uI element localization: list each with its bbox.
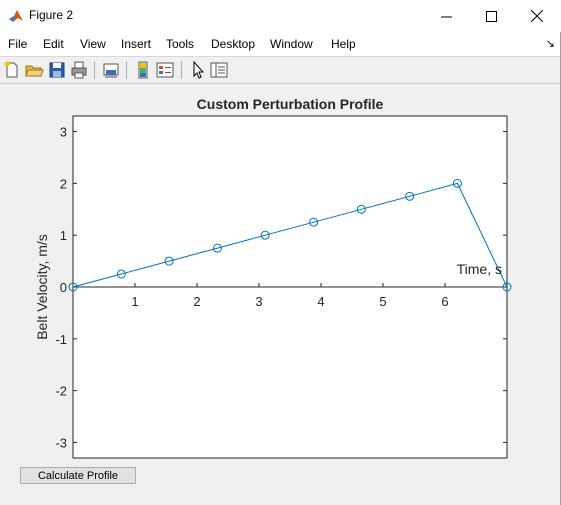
insert-colorbar-icon[interactable] xyxy=(133,60,153,80)
data-point xyxy=(212,243,222,253)
data-point xyxy=(68,282,78,292)
y-tick-label: -2 xyxy=(55,384,67,399)
window-title: Figure 2 xyxy=(29,8,74,22)
x-axis-label: Time, s xyxy=(457,261,502,277)
data-point xyxy=(260,230,270,240)
toolbar-separator xyxy=(126,61,127,79)
y-tick-label: -3 xyxy=(55,435,67,450)
title-bar: Figure 2 xyxy=(0,0,561,32)
data-point xyxy=(405,191,415,201)
link-plot-icon[interactable] xyxy=(101,60,121,80)
print-icon[interactable] xyxy=(69,60,89,80)
insert-legend-icon[interactable] xyxy=(155,60,175,80)
open-file-icon[interactable] xyxy=(24,60,44,80)
chart-title: Custom Perturbation Profile xyxy=(197,96,384,112)
x-tick-label: 6 xyxy=(441,294,448,309)
x-tick-label: 2 xyxy=(193,294,200,309)
maximize-button[interactable] xyxy=(468,0,514,32)
y-ticks: 3 2 1 0 -1 -2 -3 xyxy=(55,125,507,450)
y-tick-label: 2 xyxy=(60,176,67,191)
data-series[interactable] xyxy=(68,178,512,292)
toolbar-separator xyxy=(181,61,182,79)
y-tick-label: 1 xyxy=(60,228,67,243)
y-axis-label: Belt Velocity, m/s xyxy=(34,234,50,340)
x-axis-origin: 1 2 3 4 5 6 xyxy=(73,283,507,309)
edit-plot-icon[interactable] xyxy=(188,60,208,80)
data-point xyxy=(502,282,512,292)
x-tick-label: 4 xyxy=(317,294,324,309)
new-figure-icon[interactable] xyxy=(2,60,22,80)
menu-edit[interactable]: Edit xyxy=(43,37,64,51)
menu-file[interactable]: File xyxy=(8,37,28,51)
menu-help[interactable]: Help xyxy=(331,37,356,51)
calculate-profile-button[interactable]: Calculate Profile xyxy=(20,467,136,484)
close-button[interactable] xyxy=(514,0,560,32)
data-point xyxy=(356,204,366,214)
data-point xyxy=(164,256,174,266)
menu-tools[interactable]: Tools xyxy=(166,37,195,51)
minimize-button[interactable] xyxy=(423,0,469,32)
menu-insert[interactable]: Insert xyxy=(121,37,152,51)
figure-canvas[interactable]: Custom Perturbation Profile 3 2 1 0 -1 -2 -3 1… xyxy=(0,84,561,464)
minimize-icon xyxy=(440,16,452,17)
property-inspector-icon[interactable] xyxy=(209,60,229,80)
x-tick-label: 3 xyxy=(255,294,262,309)
y-tick-label: 0 xyxy=(60,280,67,295)
menu-desktop[interactable]: Desktop xyxy=(211,37,256,51)
maximize-icon xyxy=(485,10,497,22)
toolbar xyxy=(0,57,561,84)
y-tick-label: -1 xyxy=(55,332,67,347)
matlab-icon xyxy=(9,10,23,22)
data-point xyxy=(452,178,462,188)
data-point xyxy=(309,217,319,227)
menu-view[interactable]: View xyxy=(80,37,106,51)
save-icon[interactable] xyxy=(47,60,67,80)
menu-bar: File Edit View Insert Tools Desktop Wind… xyxy=(0,32,561,57)
dock-arrow-icon[interactable]: ↘ xyxy=(545,38,555,50)
close-icon xyxy=(531,10,543,22)
data-point xyxy=(116,269,126,279)
x-tick-label: 5 xyxy=(379,294,386,309)
x-tick-label: 1 xyxy=(131,294,138,309)
series-line xyxy=(72,182,508,288)
menu-window[interactable]: Window xyxy=(270,37,313,51)
y-tick-label: 3 xyxy=(60,125,67,140)
toolbar-separator xyxy=(94,61,95,79)
